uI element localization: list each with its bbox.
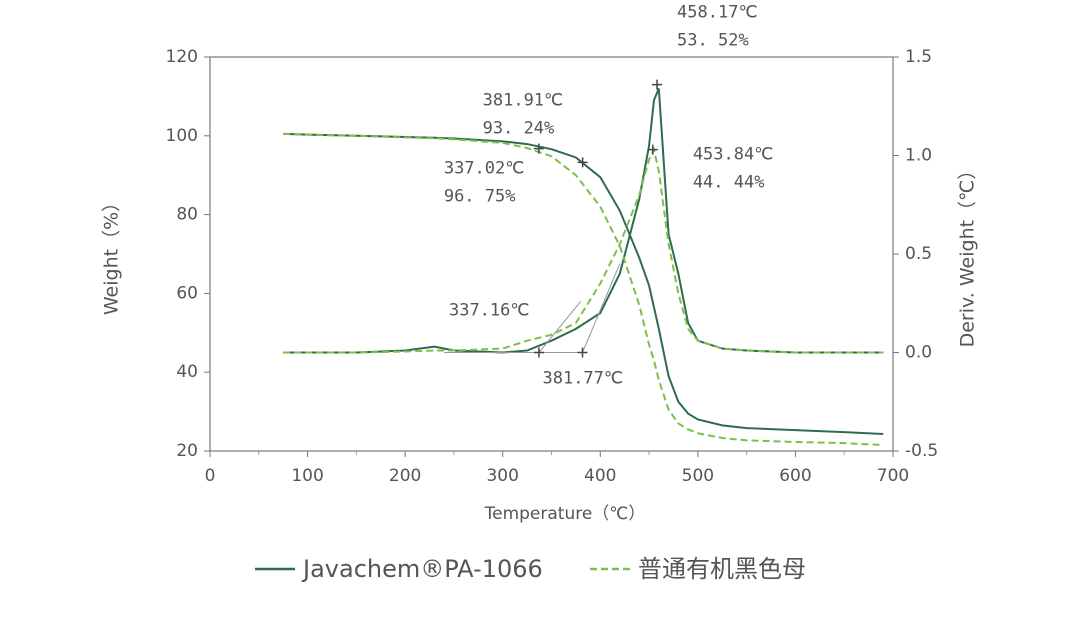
annotation-text: 96. 75% xyxy=(444,187,516,207)
y2-tick-label: 1.0 xyxy=(905,146,932,166)
annotation-marker xyxy=(577,157,588,168)
data-line xyxy=(283,132,884,447)
x-axis-label: Temperature（℃） xyxy=(484,504,646,524)
y-tick-label: 60 xyxy=(176,283,198,303)
annotation-text: 337.16℃ xyxy=(449,301,530,321)
y2-tick-label: -0.5 xyxy=(905,441,938,461)
data-line xyxy=(283,88,884,354)
y-tick-label: 80 xyxy=(176,205,198,225)
data-line xyxy=(283,132,884,436)
annotation-marker xyxy=(533,143,544,154)
legend-label: Javachem®PA-1066 xyxy=(301,555,543,583)
x-tick-label: 500 xyxy=(682,466,714,486)
y2-tick-label: 0.0 xyxy=(905,343,932,363)
annotation-text: 53. 52% xyxy=(677,31,749,51)
data-line xyxy=(283,146,884,354)
annotation-marker xyxy=(652,79,663,90)
annotation-marker xyxy=(647,144,658,155)
y-axis-label: Weight（%） xyxy=(101,193,123,315)
annotation-text: 458.17℃ xyxy=(677,3,758,23)
annotation-text: 453.84℃ xyxy=(693,145,774,165)
y-tick-label: 120 xyxy=(166,47,198,67)
y-tick-label: 20 xyxy=(176,441,198,461)
x-tick-label: 600 xyxy=(779,466,811,486)
annotation-text: 44. 44% xyxy=(693,173,765,193)
x-tick-label: 400 xyxy=(584,466,616,486)
y2-tick-label: 1.5 xyxy=(905,47,932,67)
x-tick-label: 700 xyxy=(877,466,909,486)
x-tick-label: 0 xyxy=(205,466,216,486)
annotation-marker xyxy=(577,347,588,358)
y2-axis-label: Deriv. Weight（℃） xyxy=(957,161,979,348)
plot-frame xyxy=(209,56,894,452)
annotation-marker xyxy=(533,347,544,358)
annotation-text: 381.91℃ xyxy=(483,90,564,110)
y-tick-label: 100 xyxy=(166,126,198,146)
x-tick-label: 300 xyxy=(486,466,518,486)
guide xyxy=(538,300,582,353)
legend-label: 普通有机黑色母 xyxy=(638,555,806,583)
annotation-text: 381.77℃ xyxy=(542,369,623,389)
y2-tick-label: 0.5 xyxy=(905,244,932,264)
guide xyxy=(582,263,621,353)
annotation-text: 93. 24% xyxy=(483,118,555,138)
x-tick-label: 200 xyxy=(389,466,421,486)
annotation-text: 337.02℃ xyxy=(444,159,525,179)
y-tick-label: 40 xyxy=(176,362,198,382)
x-tick-label: 100 xyxy=(291,466,323,486)
